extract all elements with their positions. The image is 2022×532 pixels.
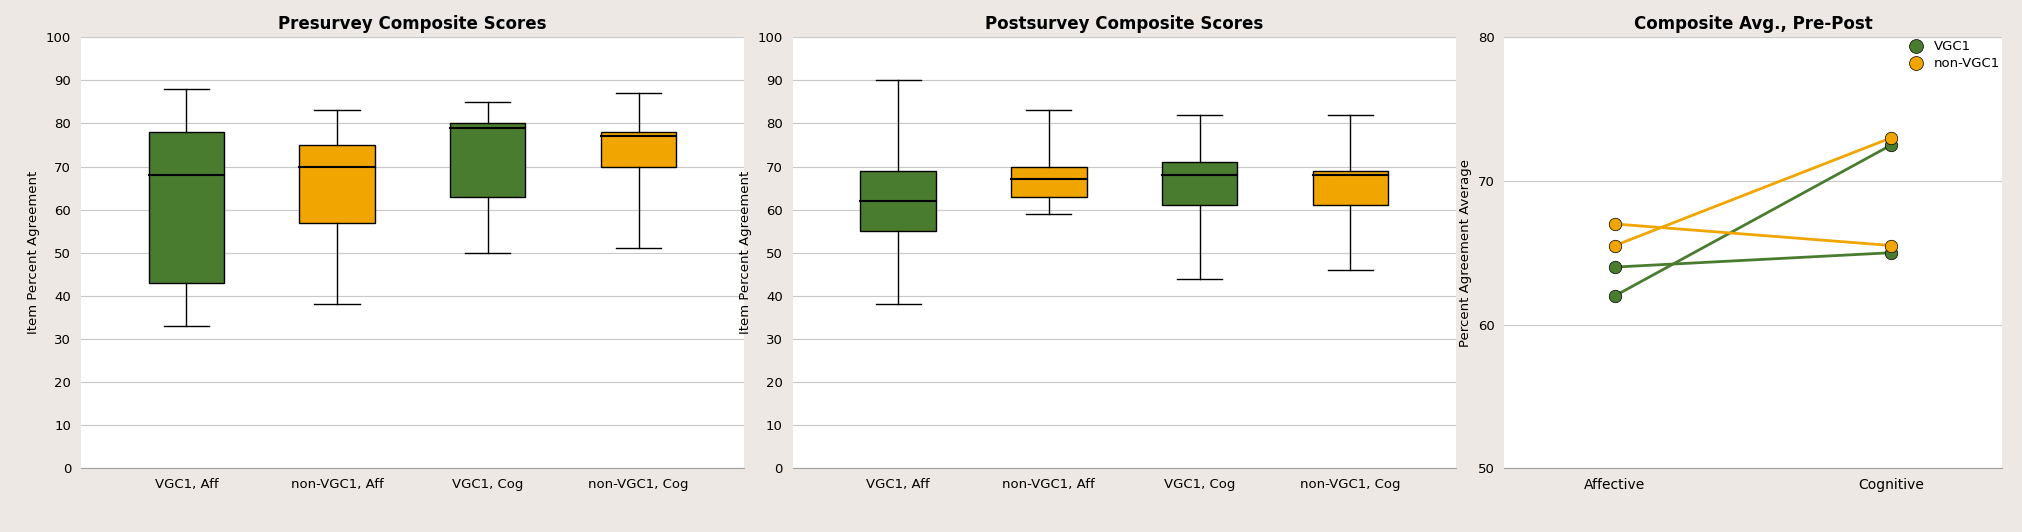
Bar — [451, 123, 526, 197]
Legend: VGC1, non-VGC1: VGC1, non-VGC1 — [1899, 35, 2006, 76]
Bar — [1312, 171, 1387, 205]
Y-axis label: Percent Agreement Average: Percent Agreement Average — [1460, 159, 1472, 347]
Y-axis label: Item Percent Agreement: Item Percent Agreement — [740, 171, 752, 334]
Bar — [150, 132, 224, 283]
Bar — [861, 171, 936, 231]
Bar — [1011, 167, 1086, 197]
Bar — [601, 132, 675, 167]
Y-axis label: Item Percent Agreement: Item Percent Agreement — [28, 171, 40, 334]
Title: Postsurvey Composite Scores: Postsurvey Composite Scores — [985, 15, 1264, 33]
Bar — [1163, 162, 1237, 205]
Title: Composite Avg., Pre-Post: Composite Avg., Pre-Post — [1634, 15, 1872, 33]
Bar — [299, 145, 374, 222]
Title: Presurvey Composite Scores: Presurvey Composite Scores — [279, 15, 546, 33]
